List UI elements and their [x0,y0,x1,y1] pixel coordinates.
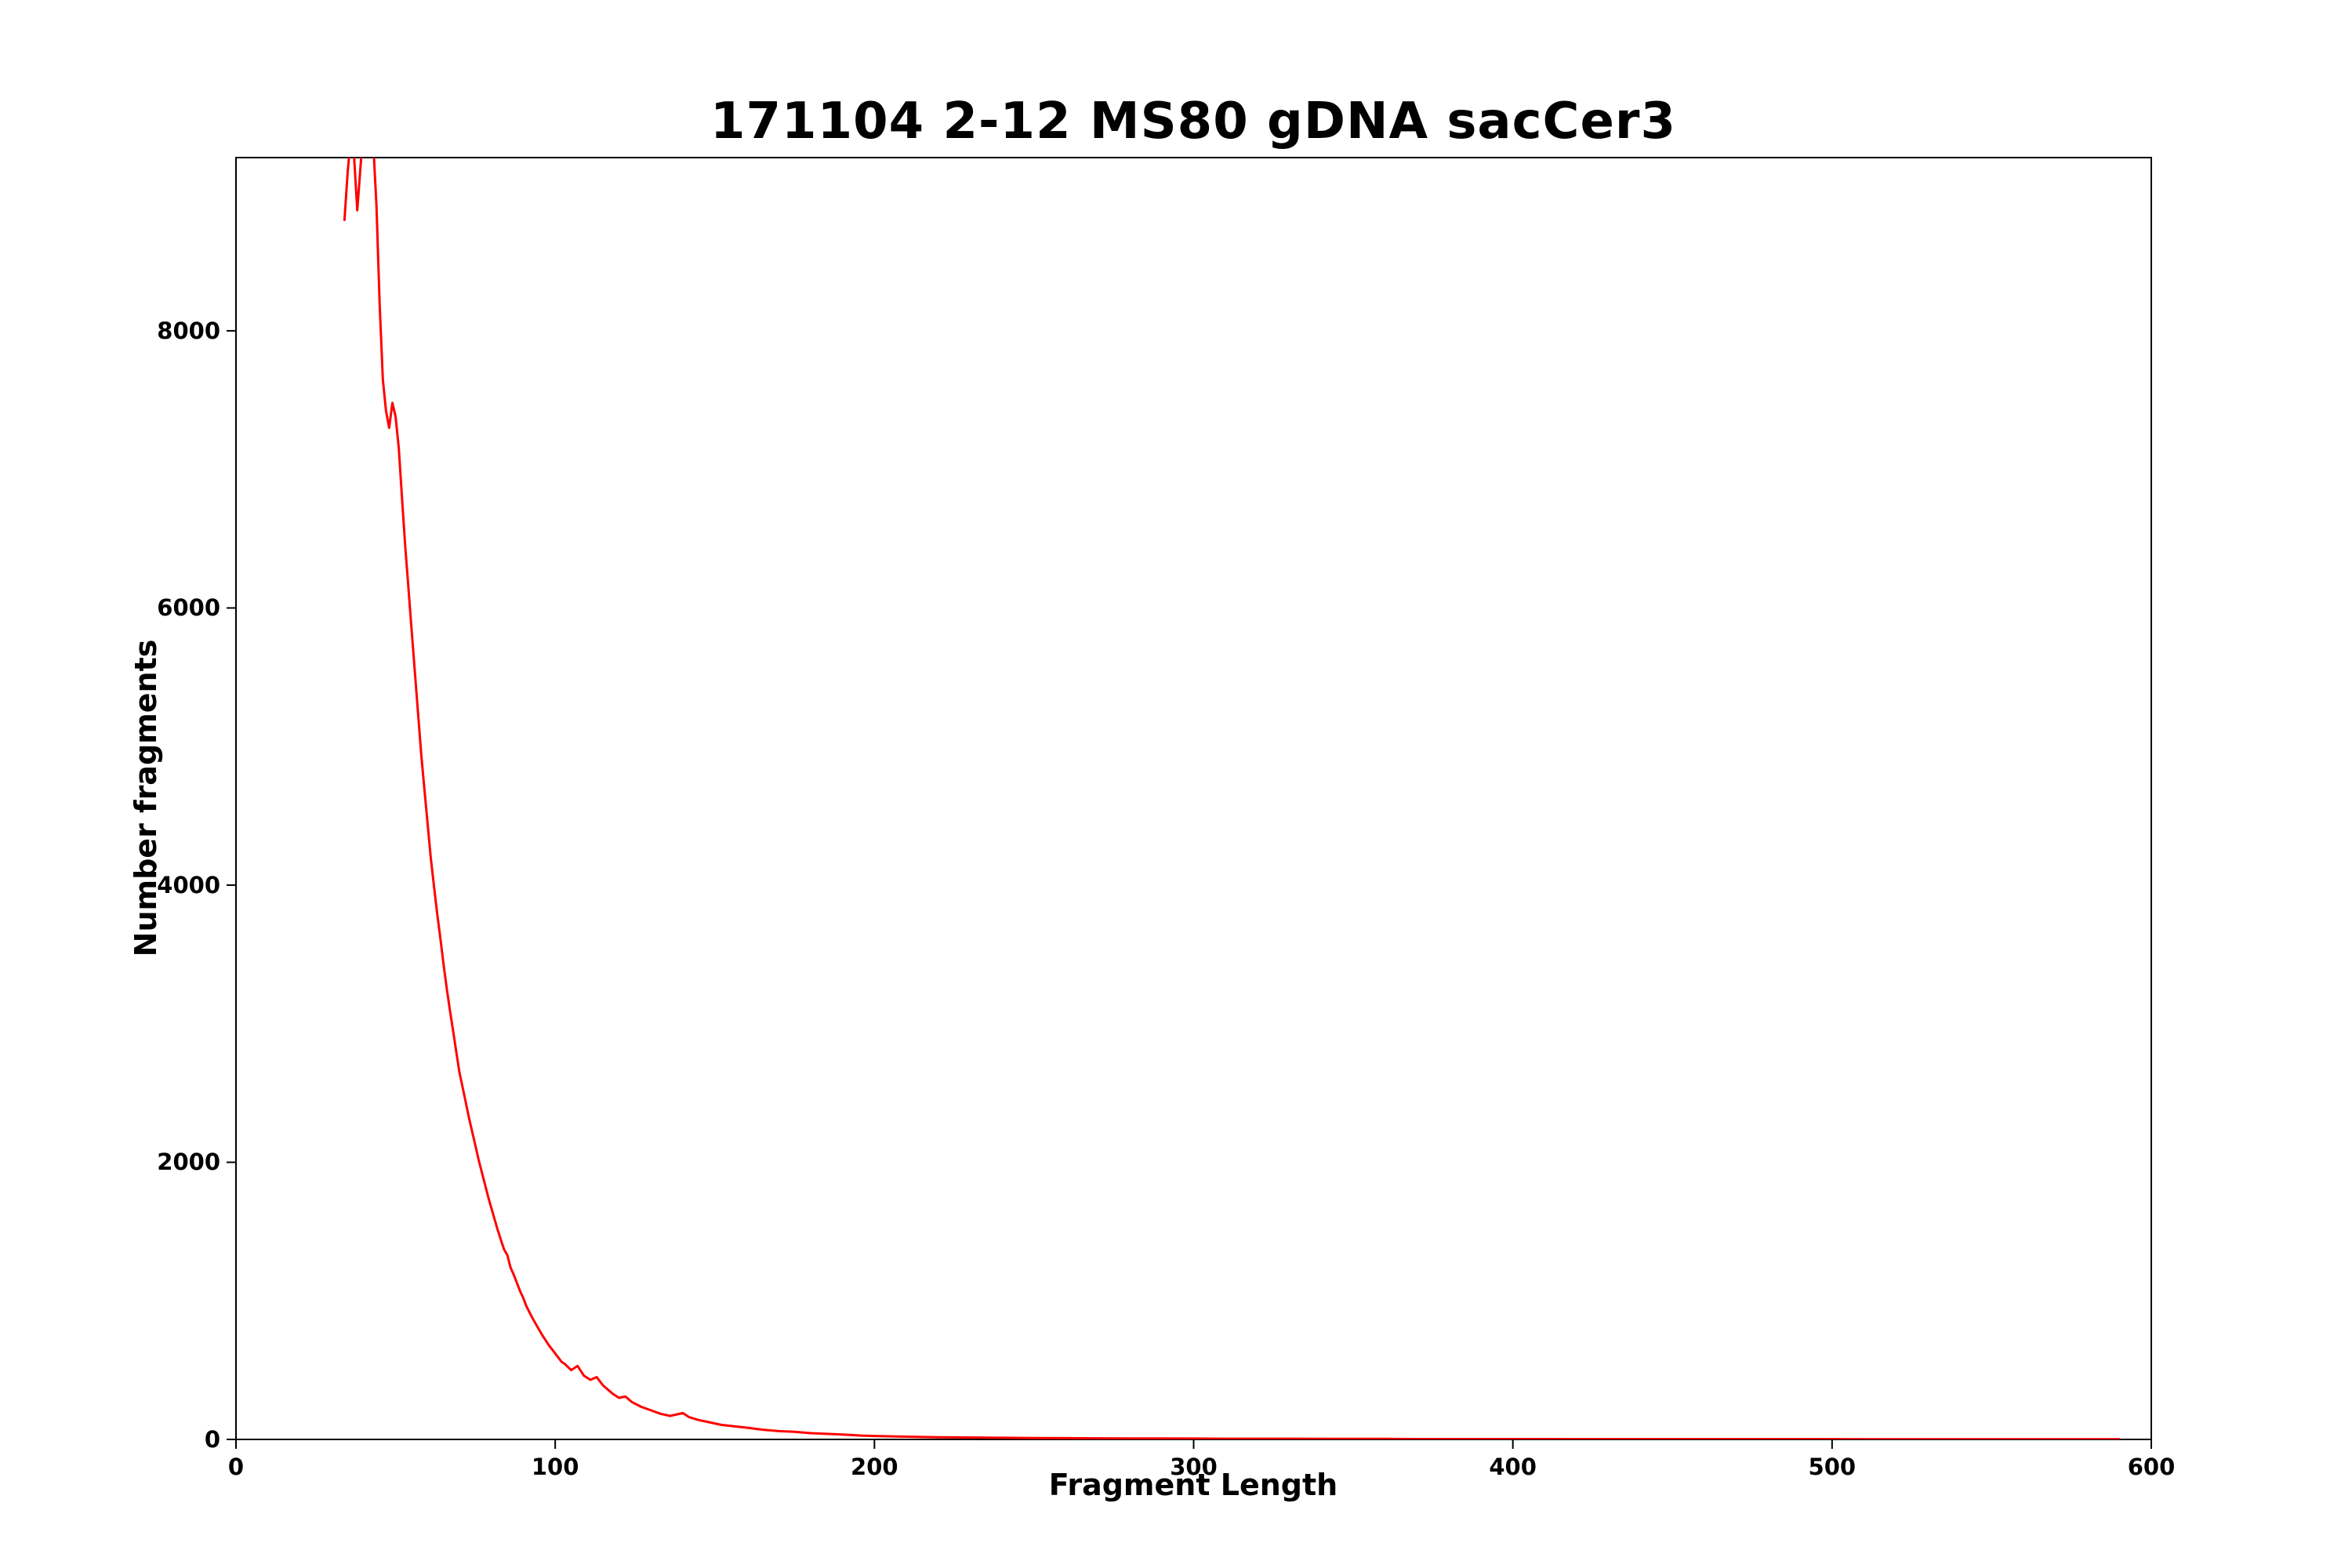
axes-box [235,157,2152,1440]
x-axis-label: Fragment Length [1048,1468,1338,1502]
y-axis-label: Number fragments [129,639,163,957]
y-tick-label: 8000 [157,317,220,344]
x-tick-label: 0 [227,1454,245,1480]
y-tick-label: 4000 [157,871,220,898]
data-line [343,158,2121,1439]
chart-title: 171104 2-12 MS80 gDNA sacCer3 [710,93,1677,151]
x-tick-label: 300 [1170,1454,1218,1480]
x-tick-label: 200 [851,1454,898,1480]
x-tick-label: 100 [531,1454,579,1480]
y-tick-label: 6000 [157,594,220,622]
y-tick-label: 2000 [157,1149,220,1176]
x-tick-label: 600 [2127,1454,2176,1480]
y-tick-label: 0 [204,1426,220,1453]
x-tick-label: 400 [1489,1454,1537,1480]
x-tick-label: 500 [1808,1454,1857,1480]
